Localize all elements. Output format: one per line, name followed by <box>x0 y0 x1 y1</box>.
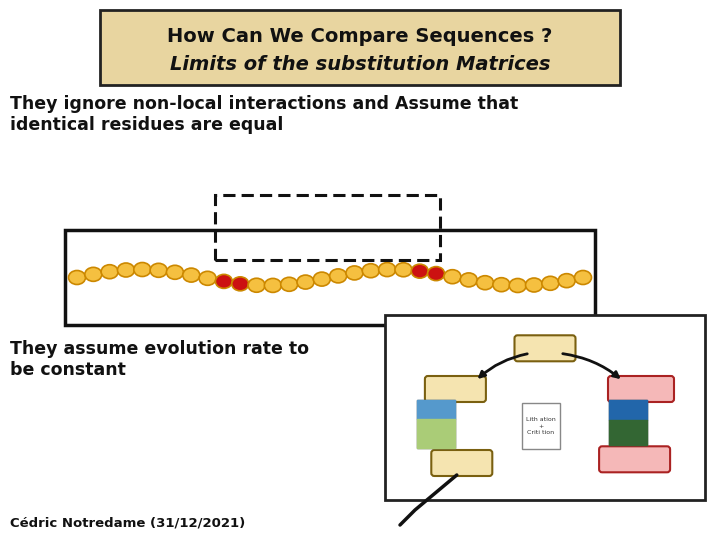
Ellipse shape <box>85 267 102 281</box>
Ellipse shape <box>428 267 444 281</box>
Ellipse shape <box>68 271 86 285</box>
Ellipse shape <box>542 276 559 291</box>
Bar <box>609 400 647 444</box>
Text: identical residues are equal: identical residues are equal <box>10 116 284 134</box>
FancyBboxPatch shape <box>515 335 575 361</box>
Ellipse shape <box>297 275 314 289</box>
Ellipse shape <box>526 278 543 292</box>
Ellipse shape <box>411 264 428 278</box>
Ellipse shape <box>134 262 150 276</box>
Ellipse shape <box>232 277 248 291</box>
Bar <box>100 10 620 85</box>
Bar <box>385 315 705 500</box>
Ellipse shape <box>199 271 216 285</box>
Ellipse shape <box>460 273 477 287</box>
Ellipse shape <box>379 262 395 276</box>
FancyBboxPatch shape <box>431 450 492 476</box>
Text: Lith ation
+
Criti tion: Lith ation + Criti tion <box>526 417 555 435</box>
Ellipse shape <box>493 278 510 292</box>
Text: They assume evolution rate to: They assume evolution rate to <box>10 340 309 358</box>
Ellipse shape <box>150 264 167 278</box>
Ellipse shape <box>166 265 184 279</box>
Ellipse shape <box>509 279 526 293</box>
FancyBboxPatch shape <box>608 376 674 402</box>
Ellipse shape <box>215 274 233 288</box>
Bar <box>65 230 595 325</box>
Ellipse shape <box>101 265 118 279</box>
Text: How Can We Compare Sequences ?: How Can We Compare Sequences ? <box>167 27 553 46</box>
Ellipse shape <box>395 263 412 277</box>
Ellipse shape <box>575 271 592 285</box>
Bar <box>215 195 440 260</box>
Ellipse shape <box>248 278 265 292</box>
FancyBboxPatch shape <box>599 446 670 472</box>
Ellipse shape <box>117 263 135 277</box>
Ellipse shape <box>281 277 297 291</box>
Ellipse shape <box>330 269 346 283</box>
Bar <box>417 400 455 448</box>
Ellipse shape <box>183 268 199 282</box>
Ellipse shape <box>558 274 575 288</box>
Text: be constant: be constant <box>10 361 126 379</box>
Ellipse shape <box>264 279 282 292</box>
Ellipse shape <box>362 264 379 278</box>
FancyBboxPatch shape <box>521 403 559 449</box>
Ellipse shape <box>477 276 494 290</box>
Text: They ignore non-local interactions and Assume that: They ignore non-local interactions and A… <box>10 95 518 113</box>
Ellipse shape <box>313 272 330 286</box>
Ellipse shape <box>346 266 363 280</box>
Text: Limits of the substitution Matrices: Limits of the substitution Matrices <box>170 55 550 73</box>
FancyBboxPatch shape <box>425 376 486 402</box>
Text: Cédric Notredame (31/12/2021): Cédric Notredame (31/12/2021) <box>10 517 246 530</box>
Ellipse shape <box>444 269 461 284</box>
